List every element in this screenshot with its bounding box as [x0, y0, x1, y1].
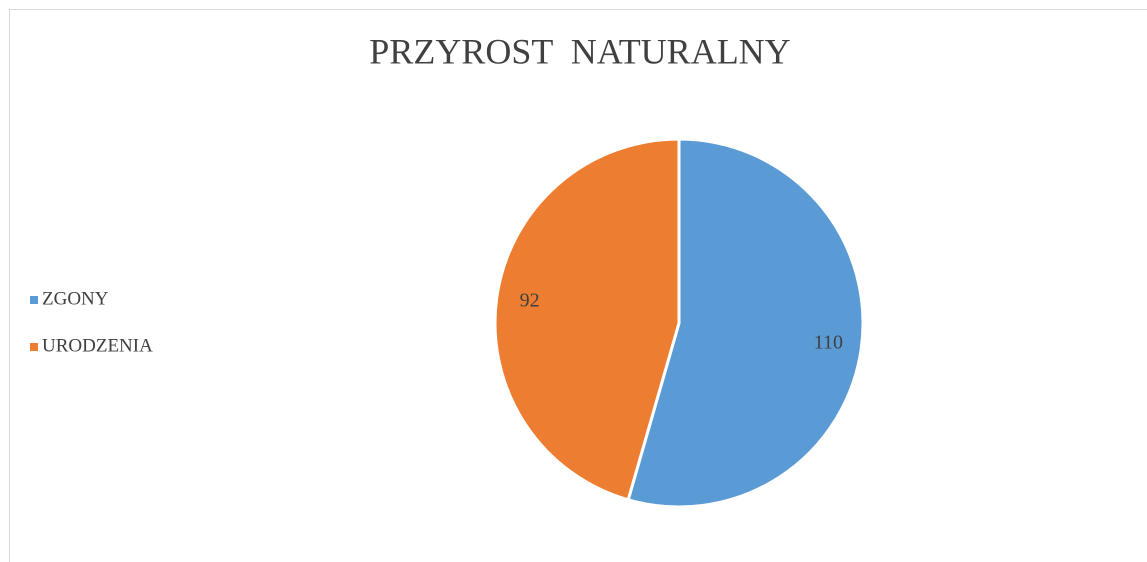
- pie-slice: [493, 137, 681, 502]
- data-label: 110: [814, 332, 843, 354]
- chart-title: PRZYROST NATURALNY: [369, 31, 790, 71]
- pie-slice: [626, 137, 865, 509]
- data-label: 92: [520, 290, 540, 312]
- legend-label: URODZENIA: [42, 335, 153, 356]
- legend-swatch: [30, 296, 38, 304]
- legend-swatch: [30, 343, 38, 351]
- legend-label: ZGONY: [42, 288, 109, 309]
